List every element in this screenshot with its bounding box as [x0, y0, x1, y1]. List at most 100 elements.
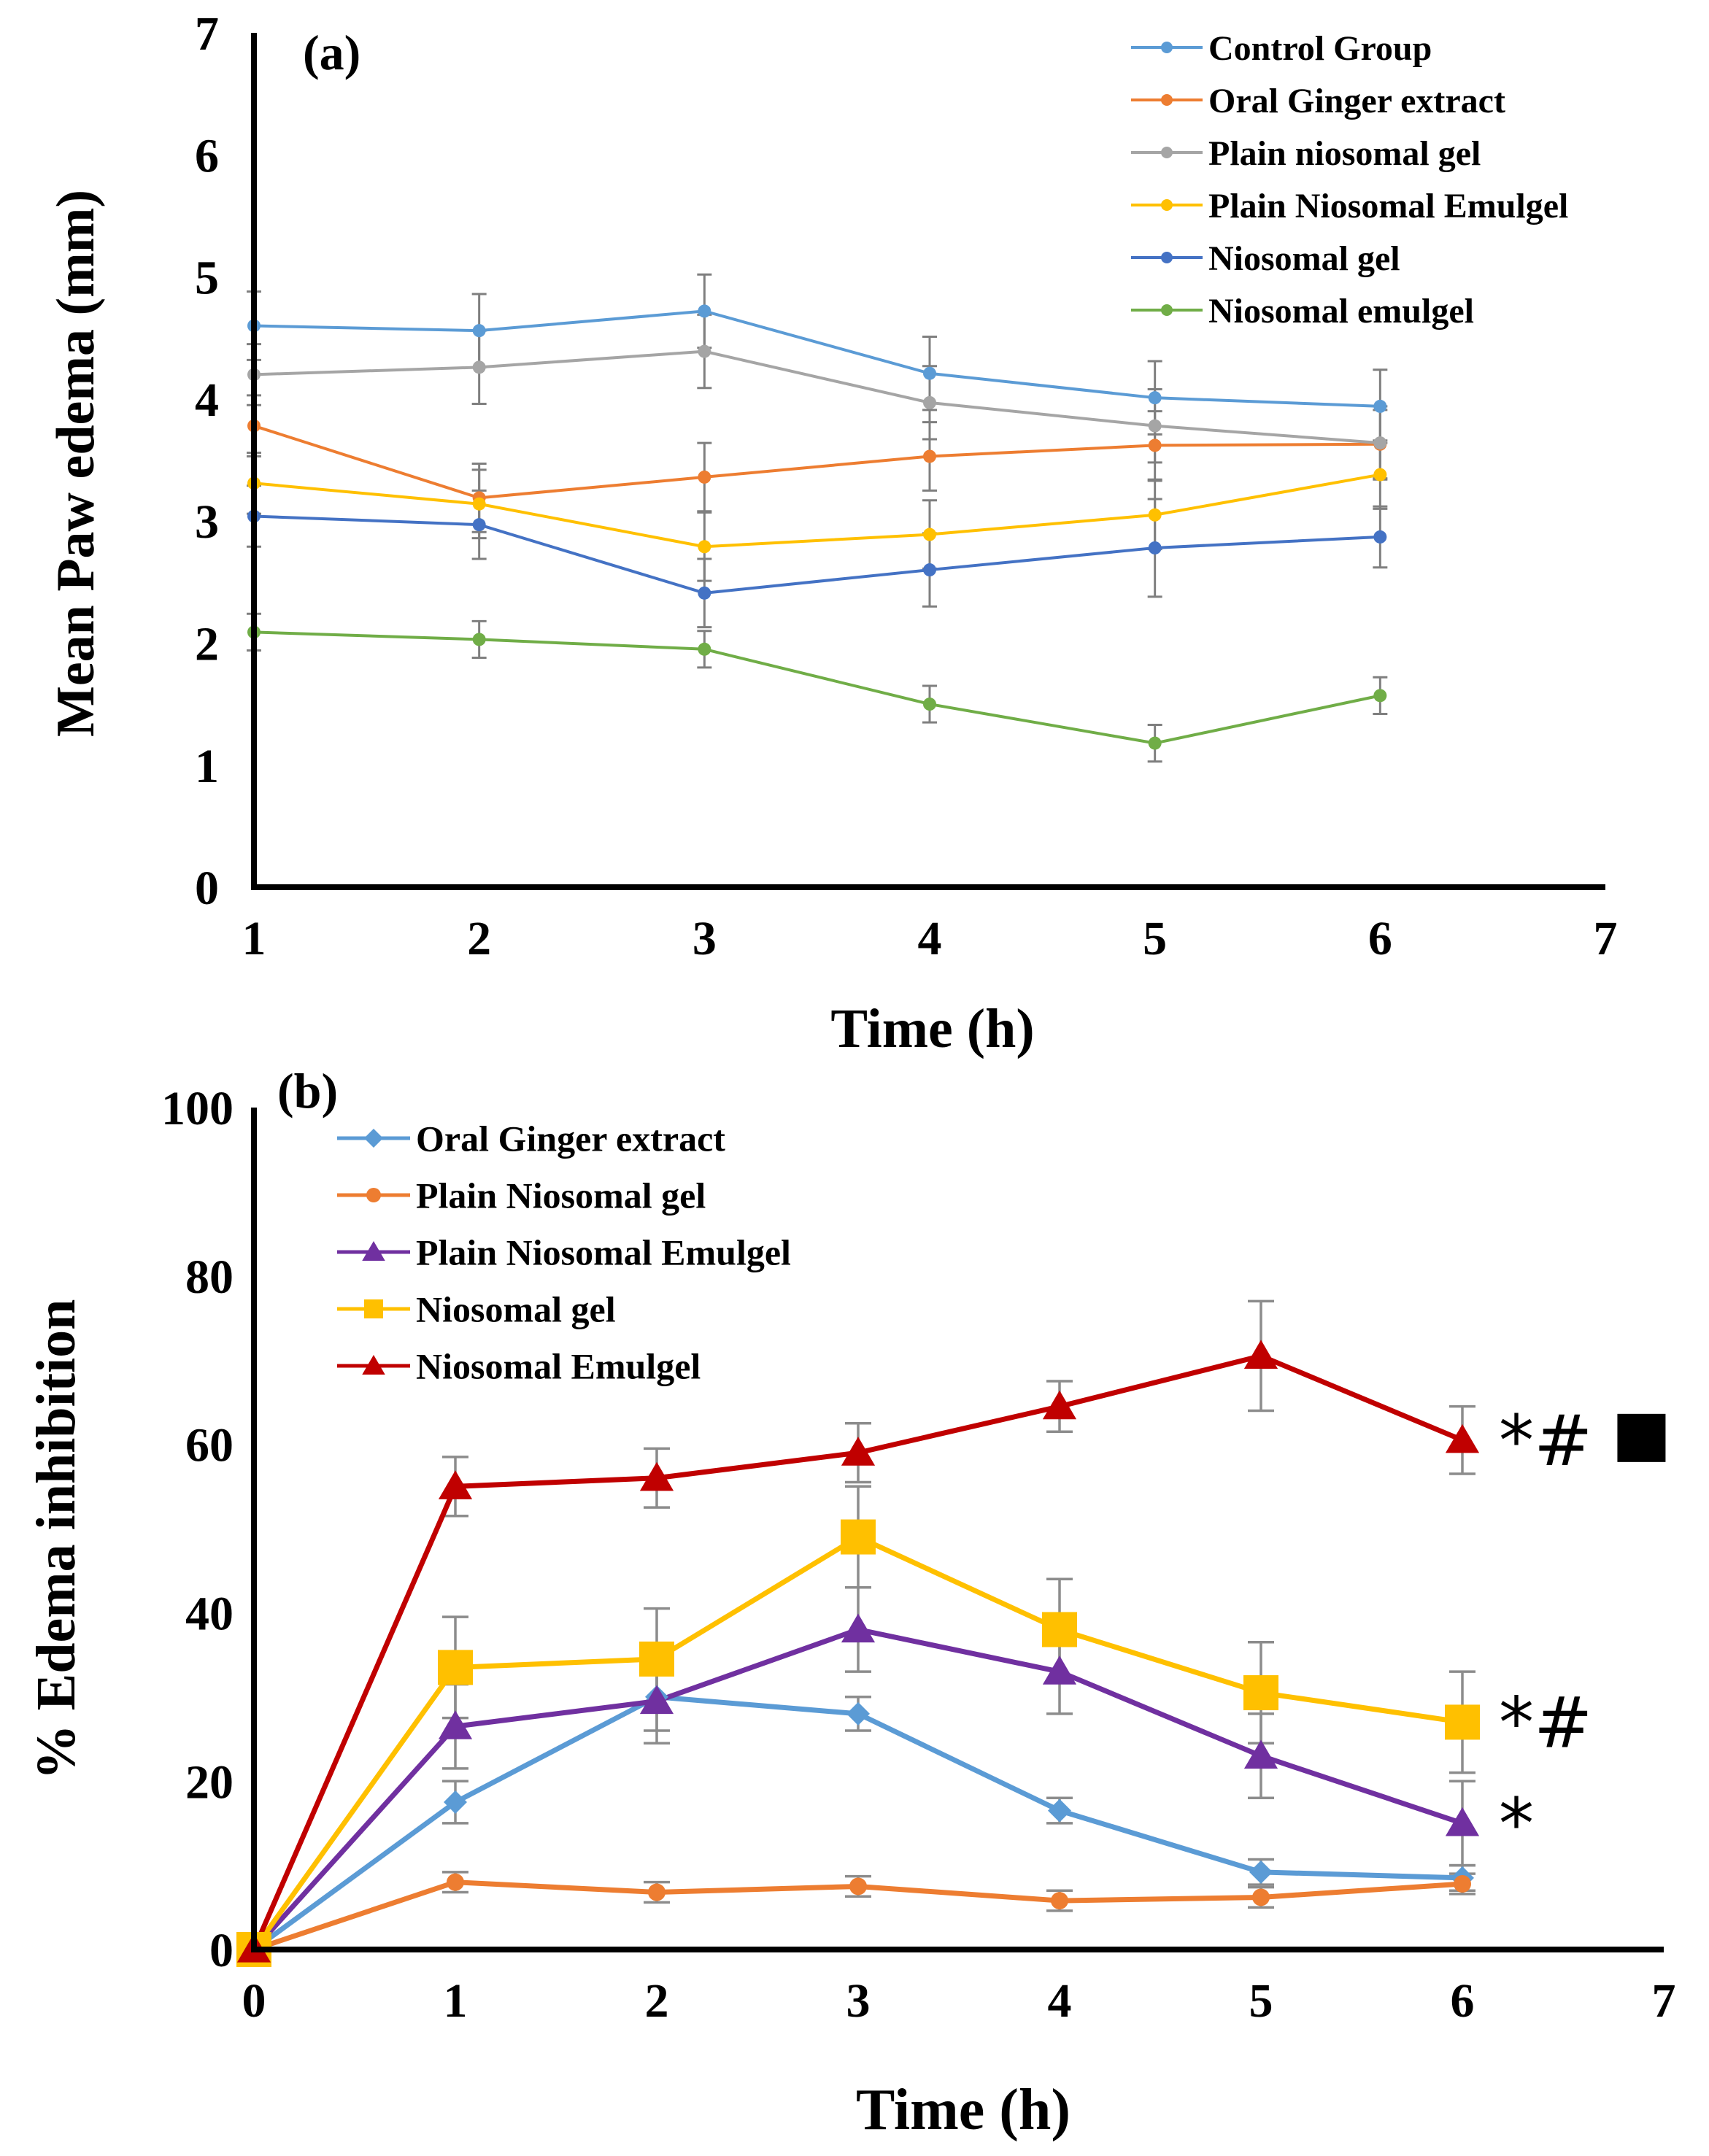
b-x-tick-1: 1 — [444, 1974, 468, 2028]
a-legend-label-niosomal-gel: Niosomal gel — [1208, 239, 1400, 278]
b-x-tick-0: 0 — [242, 1974, 266, 2028]
b-plain-niosomal-gel-point-5 — [1252, 1888, 1270, 1906]
a-plain-niosomal-gel-point-1 — [472, 360, 486, 374]
a-y-tick-5: 5 — [195, 252, 219, 305]
a-niosomal-emulgel-point-2 — [698, 642, 711, 656]
a-legend-entry-plain-niosomal-gel: Plain niosomal gel — [1131, 134, 1481, 173]
a-control-group-point-2 — [698, 304, 711, 318]
panel-a-legend: Control Group Oral Ginger extract Plain ni… — [1131, 29, 1568, 331]
b-plain-niosomal-emulgel-point-3 — [841, 1613, 876, 1643]
b-legend-label-niosomal-emulgel: Niosomal Emulgel — [416, 1346, 701, 1387]
b-oral-ginger-extract-line — [252, 1694, 1463, 1952]
b-x-tick-7: 7 — [1652, 1974, 1676, 2028]
b-plain-niosomal-gel-point-3 — [849, 1877, 867, 1896]
a-legend-marker-niosomal-emulgel — [1161, 304, 1173, 316]
a-legend-label-oral-ginger-extract: Oral Ginger extract — [1208, 82, 1505, 120]
b-plain-niosomal-gel-point-2 — [648, 1883, 666, 1901]
a-plain-niosomal-gel-point-5 — [1373, 436, 1387, 450]
b-legend-label-plain-niosomal-emulgel: Plain Niosomal Emulgel — [416, 1232, 791, 1273]
a-niosomal-gel-line — [253, 514, 1381, 595]
b-legend-marker-niosomal-gel — [364, 1299, 383, 1318]
b-niosomal-gel-point-2 — [639, 1641, 674, 1677]
panel-b-significance-annotations: * *# *# — [1499, 1400, 1666, 1865]
b-legend-label-niosomal-gel: Niosomal gel — [416, 1289, 616, 1330]
b-y-tick-80: 80 — [185, 1251, 234, 1304]
b-y-tick-100: 100 — [161, 1082, 234, 1135]
a-plain-niosomal-gel-point-3 — [923, 395, 936, 409]
b-plain-niosomal-emulgel-point-4 — [1042, 1655, 1077, 1685]
a-legend-label-niosomal-emulgel: Niosomal emulgel — [1208, 292, 1474, 331]
a-x-tick-7: 7 — [1594, 912, 1618, 965]
a-control-group-point-3 — [923, 366, 936, 380]
a-niosomal-emulgel-line — [253, 630, 1381, 745]
b-y-tick-0: 0 — [209, 1924, 234, 1977]
b-plain-niosomal-emulgel-point-5 — [1243, 1739, 1278, 1769]
a-legend-label-plain-niosomal-gel: Plain niosomal gel — [1208, 134, 1481, 173]
a-legend-entry-control-group: Control Group — [1131, 29, 1432, 68]
a-control-group-point-1 — [472, 324, 486, 338]
a-niosomal-emulgel-point-1 — [472, 633, 486, 646]
a-plain-niosomal-gel-line — [253, 349, 1381, 445]
b-annotation-niosomal-gel: *# — [1499, 1682, 1592, 1763]
b-annotation-plain-niosomal-emulgel: * — [1499, 1783, 1534, 1865]
b-niosomal-gel-point-6 — [1445, 1704, 1480, 1740]
a-plain-niosomal-emulgel-point-4 — [1148, 508, 1162, 522]
b-legend-label-oral-ginger-extract: Oral Ginger extract — [416, 1118, 725, 1159]
a-niosomal-gel-point-1 — [472, 518, 486, 532]
b-niosomal-gel-point-4 — [1042, 1612, 1077, 1647]
a-plain-niosomal-emulgel-point-1 — [472, 497, 486, 511]
b-niosomal-emulgel-point-3 — [841, 1437, 876, 1466]
b-niosomal-emulgel-point-2 — [639, 1461, 674, 1491]
b-niosomal-emulgel-point-5 — [1243, 1340, 1278, 1369]
a-y-tick-4: 4 — [195, 374, 219, 427]
panel-b-label: (b) — [277, 1063, 338, 1118]
a-control-group-point-5 — [1373, 399, 1387, 413]
b-legend-marker-oral-ginger-extract — [364, 1129, 383, 1148]
a-y-tick-3: 3 — [195, 495, 219, 549]
a-control-group-line — [253, 309, 1381, 408]
b-x-tick-2: 2 — [645, 1974, 669, 2028]
b-plain-niosomal-emulgel-point-6 — [1445, 1807, 1480, 1836]
a-x-tick-1: 1 — [242, 912, 266, 965]
b-oral-ginger-extract-point-1 — [444, 1790, 467, 1815]
a-legend-entry-niosomal-emulgel: Niosomal emulgel — [1131, 292, 1474, 331]
b-niosomal-emulgel-point-4 — [1042, 1390, 1077, 1420]
b-niosomal-emulgel-point-1 — [438, 1470, 473, 1499]
b-legend-entry-oral-ginger-extract: Oral Ginger extract — [337, 1118, 725, 1159]
b-niosomal-gel-point-3 — [841, 1519, 876, 1555]
a-niosomal-gel-point-5 — [1373, 530, 1387, 544]
b-legend-entry-niosomal-gel: Niosomal gel — [337, 1289, 616, 1330]
b-legend-label-plain-niosomal-gel: Plain Niosomal gel — [416, 1175, 706, 1216]
a-y-tick-2: 2 — [195, 618, 219, 671]
panel-b-x-tick-labels: 0 1 2 3 4 5 6 7 — [242, 1974, 1676, 2028]
b-legend-entry-niosomal-emulgel: Niosomal Emulgel — [337, 1346, 701, 1387]
a-niosomal-emulgel-point-4 — [1148, 736, 1162, 750]
a-legend-entry-niosomal-gel: Niosomal gel — [1131, 239, 1400, 278]
panel-a-error-bars — [247, 273, 1388, 763]
a-niosomal-emulgel-point-3 — [923, 698, 936, 711]
a-legend-marker-oral-ginger-extract — [1161, 94, 1173, 106]
b-x-tick-6: 6 — [1451, 1974, 1475, 2028]
panel-b-markers — [236, 1340, 1480, 1967]
panel-a-x-tick-labels: 1 2 3 4 5 6 7 — [242, 912, 1618, 965]
b-plain-niosomal-emulgel-line — [252, 1626, 1464, 1952]
b-legend-entry-plain-niosomal-gel: Plain Niosomal gel — [337, 1175, 706, 1216]
a-plain-niosomal-gel-point-4 — [1148, 419, 1162, 433]
b-niosomal-emulgel-point-6 — [1445, 1423, 1480, 1453]
a-oral-ginger-extract-point-4 — [1148, 438, 1162, 452]
panel-b-y-tick-labels: 0 20 40 60 80 100 — [161, 1082, 234, 1977]
a-niosomal-gel-point-4 — [1148, 541, 1162, 555]
b-x-tick-4: 4 — [1048, 1974, 1072, 2028]
b-plain-niosomal-gel-point-1 — [447, 1873, 464, 1891]
a-niosomal-gel-point-2 — [698, 586, 711, 600]
a-legend-marker-plain-niosomal-gel — [1161, 147, 1173, 158]
a-plain-niosomal-emulgel-point-2 — [698, 540, 711, 554]
panel-a-markers — [247, 304, 1387, 750]
b-oral-ginger-extract-point-3 — [846, 1701, 870, 1726]
b-annotation-niosomal-emulgel-square-mark — [1617, 1413, 1666, 1462]
b-legend-marker-niosomal-emulgel — [362, 1355, 385, 1375]
a-legend-label-plain-niosomal-emulgel: Plain Niosomal Emulgel — [1208, 187, 1568, 225]
panel-b-legend: Oral Ginger extract Plain Niosomal gel Pla… — [337, 1118, 791, 1387]
b-niosomal-gel-point-5 — [1243, 1675, 1278, 1711]
